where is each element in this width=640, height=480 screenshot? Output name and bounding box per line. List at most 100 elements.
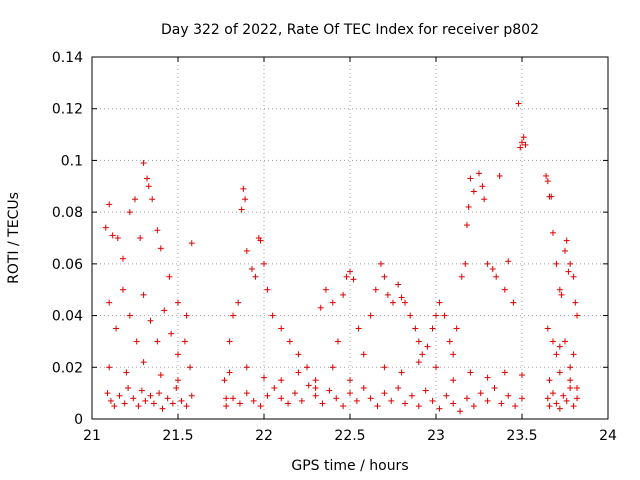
data-point bbox=[144, 175, 151, 182]
data-point bbox=[188, 240, 195, 247]
data-point bbox=[226, 338, 233, 345]
data-point bbox=[515, 100, 522, 107]
data-point bbox=[154, 338, 161, 345]
data-point bbox=[470, 403, 477, 410]
data-point bbox=[257, 237, 264, 244]
data-point bbox=[422, 387, 429, 394]
data-point bbox=[223, 395, 230, 402]
data-point bbox=[567, 377, 574, 384]
data-point bbox=[493, 273, 500, 280]
data-point bbox=[147, 317, 154, 324]
data-point bbox=[150, 400, 157, 407]
data-point bbox=[125, 384, 132, 391]
data-point bbox=[113, 325, 120, 332]
x-axis-label: GPS time / hours bbox=[291, 458, 408, 474]
data-point bbox=[317, 304, 324, 311]
data-point bbox=[574, 384, 581, 391]
data-point bbox=[548, 193, 555, 200]
data-point bbox=[501, 286, 508, 293]
y-tick-label: 0.02 bbox=[52, 360, 83, 376]
data-point bbox=[252, 273, 259, 280]
data-point bbox=[278, 377, 285, 384]
data-point bbox=[132, 196, 138, 203]
data-point bbox=[457, 408, 464, 415]
data-point bbox=[104, 390, 111, 397]
data-point bbox=[544, 325, 551, 332]
data-point bbox=[574, 312, 581, 319]
data-point bbox=[188, 392, 195, 399]
data-point bbox=[106, 299, 113, 306]
data-point bbox=[295, 369, 302, 376]
data-point bbox=[140, 160, 147, 167]
data-point bbox=[350, 276, 357, 283]
data-point bbox=[556, 369, 563, 376]
data-point bbox=[520, 134, 527, 141]
data-point bbox=[544, 178, 551, 185]
data-point bbox=[137, 235, 144, 241]
data-point bbox=[501, 369, 508, 376]
data-point bbox=[505, 258, 512, 265]
data-point bbox=[226, 369, 233, 376]
data-point bbox=[415, 359, 422, 366]
y-tick-label: 0.08 bbox=[52, 205, 83, 221]
data-point bbox=[570, 273, 577, 280]
data-point bbox=[138, 387, 145, 394]
data-point bbox=[109, 232, 116, 239]
data-point bbox=[558, 291, 565, 298]
x-tick-label: 24 bbox=[599, 428, 617, 444]
data-point bbox=[106, 201, 113, 208]
data-point bbox=[271, 384, 278, 391]
data-point bbox=[334, 338, 341, 345]
data-point bbox=[433, 364, 439, 371]
data-point bbox=[312, 384, 319, 391]
data-point bbox=[161, 307, 168, 314]
data-point bbox=[355, 325, 362, 332]
data-point bbox=[367, 312, 374, 319]
data-point bbox=[312, 392, 319, 399]
data-point bbox=[505, 392, 512, 399]
data-point bbox=[243, 390, 250, 397]
data-point bbox=[261, 260, 267, 267]
data-point bbox=[467, 175, 474, 182]
data-point bbox=[264, 392, 271, 399]
data-point bbox=[443, 392, 450, 399]
x-tick-label: 23 bbox=[427, 428, 445, 444]
data-point bbox=[484, 374, 491, 381]
data-point bbox=[470, 188, 477, 195]
data-point bbox=[340, 403, 347, 410]
data-point bbox=[433, 312, 439, 319]
y-tick-label: 0.12 bbox=[52, 102, 83, 118]
data-point bbox=[374, 403, 381, 410]
data-point bbox=[243, 247, 250, 254]
data-point bbox=[402, 299, 409, 306]
data-point bbox=[333, 395, 340, 402]
data-point bbox=[453, 325, 460, 332]
data-point bbox=[106, 364, 113, 371]
data-point bbox=[512, 403, 519, 410]
data-point bbox=[429, 325, 436, 332]
data-point bbox=[424, 343, 431, 350]
data-point bbox=[173, 384, 180, 391]
data-point bbox=[147, 392, 154, 399]
data-point bbox=[563, 237, 570, 244]
data-point bbox=[107, 397, 114, 404]
data-point bbox=[546, 377, 553, 384]
data-point bbox=[238, 206, 245, 213]
data-point bbox=[248, 266, 255, 273]
data-point bbox=[477, 390, 484, 397]
data-point bbox=[126, 209, 133, 216]
data-point bbox=[390, 299, 396, 306]
data-point bbox=[257, 403, 264, 410]
data-point bbox=[319, 400, 326, 407]
data-point bbox=[175, 351, 181, 358]
data-point bbox=[565, 268, 572, 275]
data-point bbox=[560, 392, 567, 399]
data-point bbox=[166, 273, 173, 280]
y-tick-label: 0.06 bbox=[52, 257, 83, 273]
data-point bbox=[178, 397, 185, 404]
data-point bbox=[498, 400, 505, 407]
data-point bbox=[467, 369, 474, 376]
data-point bbox=[312, 377, 319, 384]
data-point bbox=[479, 183, 486, 190]
data-point bbox=[462, 260, 469, 267]
